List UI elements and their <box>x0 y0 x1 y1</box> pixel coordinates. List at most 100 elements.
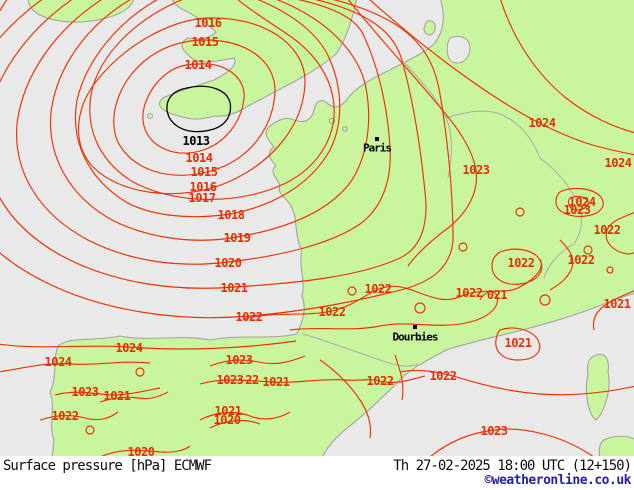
land-britain <box>159 0 357 120</box>
isobar-1022-med <box>399 369 634 396</box>
isobar-1022-south <box>242 258 542 320</box>
isobar-1022-c <box>605 212 634 255</box>
isobar-label-1021: 1021 <box>221 281 248 295</box>
isobar-label-1022: 1022 <box>365 282 392 296</box>
isobar-label-1022: 1022 <box>594 223 621 237</box>
isobar-1023-spain <box>54 387 161 396</box>
island-dutch <box>423 20 436 36</box>
isobar-1022-b <box>549 239 574 291</box>
isobar-1013-low <box>166 85 232 133</box>
isobar-languedoc-b <box>394 354 404 401</box>
isobar-1020 <box>16 0 391 265</box>
isobar-small-loop <box>458 242 468 252</box>
isobar-label-1017: 1017 <box>189 191 216 205</box>
isobar-loop-1024-alps <box>555 187 604 217</box>
isobar-label-1016: 1016 <box>195 16 222 30</box>
city-markers: Paris Dourbies <box>363 137 439 344</box>
isobar-1022-spain <box>39 411 119 421</box>
isobar-small-loop <box>135 367 145 377</box>
isobar-label-1021: 1021 <box>263 375 290 389</box>
border-belgium-germany <box>403 61 452 179</box>
isobar-1024-east-2 <box>500 0 634 134</box>
isobar-1021-pyrenees <box>199 411 291 421</box>
isobar-label-22: 22 <box>245 373 259 387</box>
isobar-label-1014: 1014 <box>185 58 212 72</box>
isobar-1018 <box>74 0 341 218</box>
isobar-loop-1022-a <box>491 248 543 285</box>
border-pyrenees <box>302 333 419 367</box>
water-ijsselmeer <box>446 35 471 64</box>
city-label-paris: Paris <box>363 142 391 155</box>
isobar-1020-pyrenees <box>209 419 261 429</box>
isobar-label-1015: 1015 <box>191 165 218 179</box>
isobar-small-loop <box>539 294 551 306</box>
isobar-label-1020: 1020 <box>215 256 242 270</box>
surface-pressure-map: 1016101510141013101410151016101710181019… <box>0 0 634 457</box>
country-borders <box>302 61 582 367</box>
isobar-small-loop <box>583 245 593 255</box>
copyright-link[interactable]: ©weatheronline.co.uk <box>484 473 631 488</box>
map-title: Surface pressure [hPa] ECMWF <box>3 458 212 474</box>
isobar-1021-spain <box>99 391 169 403</box>
timestamp: Th 27-02-2025 18:00 UTC (12+150) <box>393 458 632 474</box>
isobar-small-loop <box>515 207 525 217</box>
landmasses <box>27 0 634 457</box>
isobar-label-1015: 1015 <box>192 35 219 49</box>
isobar-small-loop <box>414 302 426 314</box>
isobar-loop-1021-south <box>495 327 541 361</box>
isobar-label-1022: 1022 <box>367 374 394 388</box>
island-scilly <box>146 112 154 120</box>
isobar-label-1023: 1023 <box>564 203 591 217</box>
isobar-1021-east <box>592 290 634 331</box>
isobar-1023-east <box>347 0 478 267</box>
isobar-languedoc-a <box>319 359 372 439</box>
isobar-1022 <box>0 0 454 319</box>
isobar-small-loop <box>347 286 357 296</box>
isobar-label-1022: 1022 <box>236 310 263 324</box>
isobar-label-1023: 1023 <box>226 353 253 367</box>
land-corsica <box>585 353 610 421</box>
isobar-1014 <box>142 63 245 154</box>
city-dot-paris <box>375 137 379 141</box>
isobar-1024-spain-a <box>0 340 297 350</box>
isobar-label-1023: 1023 <box>72 385 99 399</box>
isobar-label-1013: 1013 <box>183 134 210 148</box>
isobar-small-loop <box>85 425 95 435</box>
isobar-label-1022: 1022 <box>52 409 79 423</box>
footer-bar: Surface pressure [hPa] ECMWF Th 27-02-20… <box>0 456 634 490</box>
isobar-label-021: 021 <box>487 288 507 302</box>
isobar-label-1021: 1021 <box>215 404 242 418</box>
isobar-1023-med <box>429 428 595 457</box>
isobar-label-1024: 1024 <box>605 156 632 170</box>
isobar-label-1021: 1021 <box>604 297 631 311</box>
isobar-label-1021: 1021 <box>505 336 532 350</box>
isobar-small-loop <box>606 266 614 274</box>
isobar-1021-south <box>289 291 499 331</box>
isobar-label-1023: 1023 <box>217 373 244 387</box>
isobar-label-1023: 1023 <box>463 163 490 177</box>
isobar-label-1020: 1020 <box>214 413 241 427</box>
isobar-label-1022: 1022 <box>430 369 457 383</box>
isobar-label-1021: 1021 <box>104 389 131 403</box>
border-germany-rhine <box>445 110 541 159</box>
isobar-1023-west <box>0 0 8 12</box>
isobar-label-1022: 1022 <box>319 305 346 319</box>
isobar-1024-spain-b <box>0 361 151 373</box>
isobar-label-1018: 1018 <box>218 208 245 222</box>
isobar-1015 <box>113 39 276 176</box>
island-channel-2 <box>342 126 348 132</box>
isobar-1017 <box>89 0 335 200</box>
isobar-label-1023: 1023 <box>481 424 508 438</box>
isobar-1020-spain <box>99 445 191 457</box>
land-continent <box>49 0 634 457</box>
city-dot-dourbies <box>413 325 417 329</box>
isobar-label-1024: 1024 <box>45 355 72 369</box>
isobar-label-1020: 1020 <box>128 445 155 457</box>
border-alps-2 <box>543 243 575 279</box>
isobar-1021 <box>0 0 427 289</box>
isobar-loop-1023-alps <box>567 195 589 211</box>
isobar-label-1022: 1022 <box>568 253 595 267</box>
isobar-1019 <box>49 0 370 241</box>
isobar-label-1022: 1022 <box>508 256 535 270</box>
